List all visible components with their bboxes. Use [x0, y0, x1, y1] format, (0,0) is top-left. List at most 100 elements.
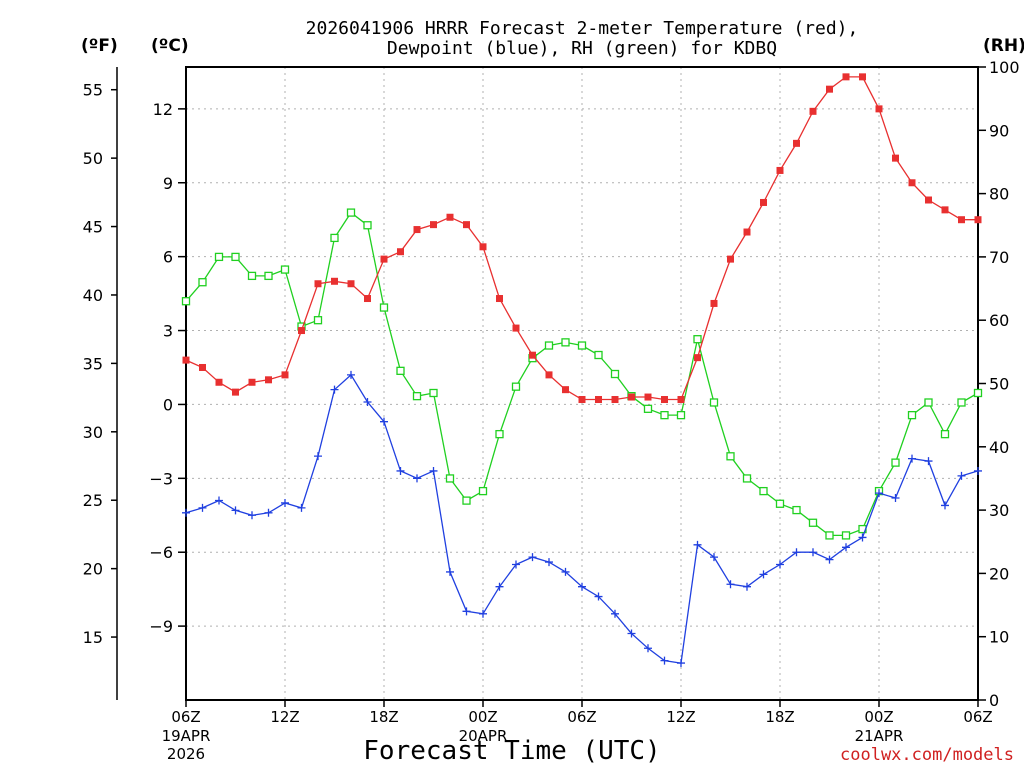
rh-point	[280, 265, 290, 274]
time-tick-label: 12Z	[666, 708, 695, 726]
2-meter-temperature-point	[380, 255, 388, 263]
fahrenheit-tick-label: 50	[83, 149, 103, 168]
celsius-tick-label: 6	[163, 248, 173, 267]
rh-tick-label: 90	[989, 121, 1009, 140]
2-meter-temperature-point	[413, 226, 421, 234]
rh-point	[577, 341, 587, 350]
time-tick-label: 18Z	[369, 708, 398, 726]
rh-point	[808, 518, 818, 527]
celsius-tick-label: −6	[149, 543, 173, 562]
2-meter-temperature-point	[578, 396, 586, 404]
rh-point	[643, 404, 653, 413]
dewpoint-point	[809, 548, 817, 557]
rh-point	[198, 278, 207, 287]
2-meter-temperature-point	[562, 386, 569, 394]
credit-text: coolwx.com/models	[840, 745, 1014, 765]
time-tick-label: 18Z	[765, 708, 794, 726]
fahrenheit-tick-label: 15	[83, 628, 103, 647]
2-meter-temperature-point	[809, 107, 817, 115]
rh-unit-label: (RH)	[983, 36, 1024, 56]
2-meter-temperature-point	[661, 396, 668, 404]
2-meter-temperature-line	[185, 76, 978, 401]
dewpoint-point	[413, 474, 421, 483]
rh-point	[412, 392, 422, 401]
2-meter-temperature-point	[727, 255, 734, 263]
rh-point	[495, 429, 504, 439]
dewpoint-point	[512, 560, 520, 569]
rh-point	[231, 252, 240, 262]
2-meter-temperature-point	[842, 73, 850, 81]
rh-point	[429, 388, 438, 398]
dewpoint-point	[726, 580, 735, 589]
rh-tick-label: 60	[989, 311, 1009, 330]
celsius-axis: 12 9 6 3 0 −3 −6 −9	[149, 100, 186, 636]
rh-point	[907, 410, 917, 420]
2-meter-temperature-point	[694, 354, 701, 362]
rh-point	[792, 505, 801, 515]
dewpoint-point	[248, 511, 256, 520]
2-meter-temperature-point	[364, 295, 371, 303]
time-tick-label: 06Z	[171, 708, 200, 726]
rh-point	[709, 398, 719, 407]
dewpoint-point	[297, 503, 306, 512]
time-tick-label: 12Z	[270, 708, 299, 726]
2-meter-temperature-point	[232, 388, 239, 396]
dewpoint-point	[231, 506, 240, 515]
2-meter-temperature-point	[958, 216, 965, 224]
rh-point	[346, 208, 356, 217]
2-meter-temperature-point	[248, 378, 256, 386]
rh-point	[594, 350, 603, 360]
rh-point	[181, 297, 191, 306]
dewpoint-point	[330, 385, 339, 394]
rh-point	[330, 233, 339, 243]
chart-title-line-2: Dewpoint (blue), RH (green) for KDBQ	[387, 38, 777, 59]
dewpoint-point	[363, 397, 372, 406]
2-meter-temperature-point	[182, 356, 190, 364]
rh-point	[940, 429, 950, 439]
celsius-tick-label: 9	[163, 174, 173, 193]
2-meter-temperature-point	[875, 105, 883, 113]
data-series	[181, 73, 983, 668]
date-label: 21APR	[855, 727, 904, 745]
2-meter-temperature-point	[463, 221, 470, 229]
dewpoint-point	[842, 543, 850, 552]
2-meter-temperature-point	[479, 243, 487, 251]
fahrenheit-axis: 55 50 45 40 35 30 25 20 15	[83, 81, 117, 647]
time-tick-label: 00Z	[864, 708, 893, 726]
2-meter-temperature-point	[496, 295, 503, 303]
2-meter-temperature-point	[628, 393, 635, 401]
grid-lines	[186, 67, 978, 700]
dewpoint-point	[396, 466, 405, 475]
date-label: 19APR	[162, 727, 211, 745]
time-tick-label: 06Z	[567, 708, 596, 726]
rh-point	[775, 499, 785, 508]
2-meter-temperature-point	[545, 371, 553, 379]
dewpoint-point	[660, 656, 669, 665]
rh-tick-label: 80	[989, 185, 1009, 204]
2-meter-temperature-point	[908, 179, 916, 187]
2-meter-temperature-point	[925, 196, 932, 204]
2-meter-temperature-point	[314, 280, 322, 288]
dewpoint-point	[891, 494, 900, 503]
dewpoint-point	[215, 496, 223, 505]
rh-point	[462, 496, 471, 505]
2-meter-temperature-point	[826, 85, 833, 93]
dewpoint-point	[429, 466, 438, 475]
celsius-unit-label: (ºC)	[151, 36, 189, 56]
2-meter-temperature-point	[347, 280, 355, 288]
rh-point	[214, 252, 224, 262]
rh-point	[891, 458, 900, 467]
dewpoint-point	[693, 540, 702, 549]
rh-tick-label: 40	[989, 438, 1009, 457]
dewpoint-point	[759, 570, 768, 579]
rh-point	[610, 369, 620, 379]
dewpoint-point	[924, 457, 933, 466]
2-meter-temperature-point	[529, 351, 536, 359]
rh-point	[742, 474, 752, 483]
rh-tick-label: 100	[989, 58, 1020, 77]
dewpoint-point	[644, 644, 652, 653]
rh-tick-label: 70	[989, 248, 1009, 267]
